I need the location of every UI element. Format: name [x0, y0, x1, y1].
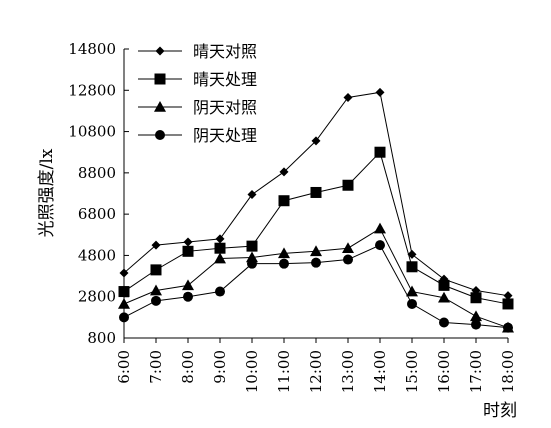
y-tick-label: 12800 [68, 81, 116, 99]
series-1 [118, 146, 514, 310]
x-axis-title: 时刻 [483, 401, 517, 421]
data-point [502, 298, 514, 310]
axes: 14800 12800 10800 8800 6800 4800 2800 800 6:00 7:… [68, 40, 517, 393]
data-point [439, 317, 449, 328]
series-layer [118, 87, 514, 333]
y-tick-label: 4800 [78, 246, 116, 264]
series-2 [118, 222, 514, 333]
x-tick-label: 8:00 [179, 350, 197, 384]
x-tick-label: 10:00 [243, 350, 261, 393]
data-point [375, 240, 385, 251]
series-0 [119, 87, 513, 301]
data-point [119, 268, 129, 278]
data-point [503, 291, 513, 301]
data-point [214, 242, 226, 254]
data-point [342, 242, 354, 254]
data-point [279, 167, 289, 177]
legend-item: 阴天处理 [138, 126, 257, 145]
series-3 [119, 240, 513, 333]
data-point [310, 245, 322, 257]
data-point [342, 179, 354, 191]
data-point [406, 285, 418, 297]
x-tick-label: 13:00 [339, 350, 357, 393]
data-point [119, 312, 129, 323]
y-axis-title: 光照强度/lx [37, 148, 57, 237]
data-point [278, 195, 290, 207]
legend-marker [154, 73, 166, 85]
data-point [182, 245, 194, 257]
data-point [150, 264, 162, 276]
y-tick-label: 14800 [68, 40, 116, 58]
data-point [183, 237, 193, 247]
data-point [438, 291, 450, 303]
legend-label: 阴天处理 [193, 126, 257, 145]
data-point [246, 240, 258, 252]
data-point [311, 257, 321, 268]
legend-item: 阴天对照 [138, 98, 257, 117]
data-point [374, 146, 386, 158]
x-tick-label: 6:00 [115, 350, 133, 384]
x-tick-label: 11:00 [275, 350, 293, 393]
legend-marker [155, 130, 165, 140]
x-tick-label: 9:00 [211, 350, 229, 384]
data-point [470, 310, 482, 322]
x-tick-label: 12:00 [307, 350, 325, 393]
x-tick-label: 7:00 [147, 350, 165, 384]
data-point [151, 240, 161, 250]
x-tick-label: 16:00 [435, 350, 453, 393]
data-point [215, 234, 225, 244]
data-point [343, 254, 353, 265]
data-point [215, 286, 225, 297]
data-point [310, 186, 322, 198]
data-point [406, 261, 418, 273]
y-tick-label: 10800 [68, 123, 116, 141]
data-point [182, 279, 194, 291]
y-tick-label: 8800 [78, 164, 116, 182]
data-point [343, 93, 353, 103]
series-line [123, 227, 509, 329]
x-tick-label: 17:00 [467, 350, 485, 393]
legend-item: 晴天处理 [138, 70, 257, 89]
legend-marker [155, 46, 165, 56]
y-tick-label: 800 [87, 329, 116, 347]
data-point [279, 258, 289, 269]
data-point [246, 251, 258, 263]
data-point [311, 136, 321, 146]
data-point [151, 295, 161, 306]
data-point [118, 286, 130, 298]
legend-marker [154, 101, 166, 112]
data-point [374, 222, 386, 234]
legend-label: 阴天对照 [193, 98, 257, 117]
data-point [407, 249, 417, 259]
data-point [150, 284, 162, 296]
data-point [471, 319, 481, 330]
legend-label: 晴天处理 [193, 70, 257, 89]
data-point [438, 279, 450, 291]
x-tick-label: 14:00 [371, 350, 389, 393]
data-point [183, 291, 193, 302]
data-point [214, 252, 226, 264]
legend-item: 晴天对照 [138, 42, 257, 61]
y-tick-label: 2800 [78, 288, 116, 306]
x-tick-label: 18:00 [499, 350, 517, 393]
data-point [247, 190, 257, 200]
y-tick-label: 6800 [78, 205, 116, 223]
legend-label: 晴天对照 [193, 42, 257, 61]
data-point [407, 298, 417, 309]
x-tick-label: 15:00 [403, 350, 421, 393]
data-point [470, 292, 482, 304]
data-point [247, 258, 257, 269]
data-point [375, 87, 385, 97]
data-point [278, 247, 290, 259]
data-point [118, 297, 130, 309]
data-point [503, 322, 513, 333]
